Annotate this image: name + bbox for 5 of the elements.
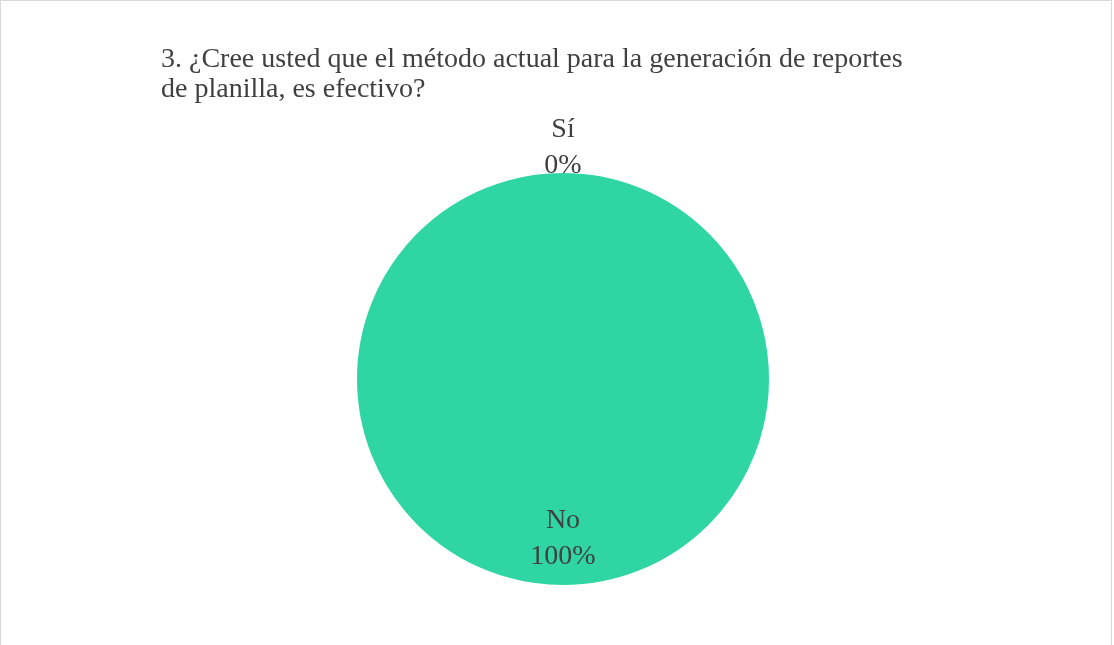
slice-label: No bbox=[545, 503, 581, 535]
chart-title: 3. ¿Cree usted que el método actual para la generación de reportes de planilla, es efectivo? bbox=[161, 42, 903, 103]
data-label: 100% bbox=[530, 539, 596, 571]
category-label: Sí bbox=[551, 112, 575, 143]
text: 0% bbox=[544, 148, 582, 179]
